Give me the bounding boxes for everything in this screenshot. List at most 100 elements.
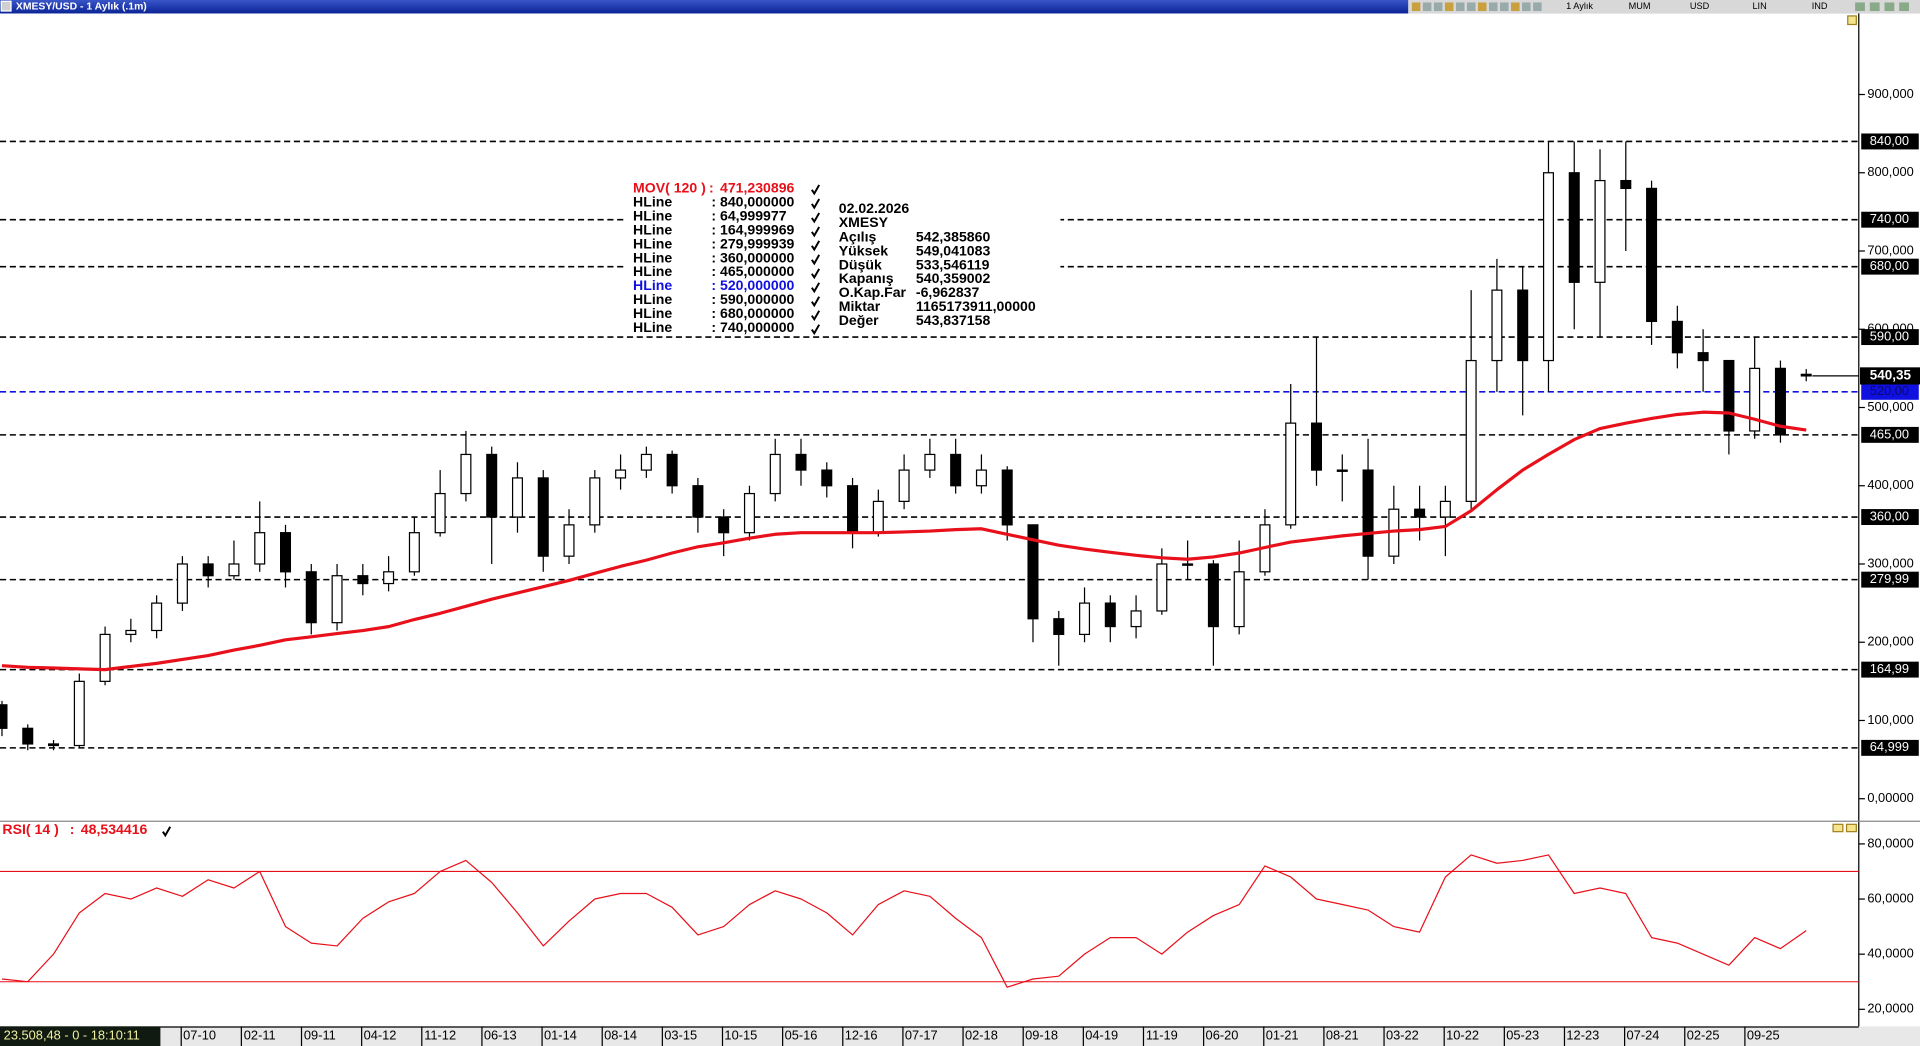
- panel-button[interactable]: [1832, 823, 1844, 833]
- candle-body: [1439, 500, 1451, 518]
- candle-body: [537, 477, 549, 557]
- check-icon: [811, 296, 821, 308]
- legend-name: HLine: [633, 263, 672, 279]
- toolbar-icon[interactable]: [1500, 2, 1509, 12]
- legend-separator: :: [711, 207, 716, 223]
- toolbar-icon[interactable]: [1422, 2, 1432, 12]
- toolbar-icon[interactable]: [1411, 2, 1421, 12]
- candle-body: [1156, 563, 1168, 612]
- x-tick-label: 07-10: [183, 1028, 216, 1043]
- hline-axis-label: 465,00: [1870, 426, 1909, 441]
- x-tick-label: 11-12: [424, 1028, 456, 1043]
- rsi-name: RSI( 14 ): [2, 821, 58, 837]
- hline-label-box: [1861, 329, 1919, 346]
- y-tick-label: 20,0000: [1867, 1001, 1913, 1016]
- candle-body: [847, 485, 859, 534]
- check-icon: [811, 254, 821, 266]
- candle-body: [692, 485, 704, 518]
- toolbar-item[interactable]: LIN: [1752, 1, 1766, 11]
- toolbar-icon[interactable]: [1444, 2, 1454, 12]
- toolbar-icon[interactable]: [1522, 2, 1531, 12]
- candle-body: [176, 563, 188, 604]
- x-tick-label: 02-25: [1687, 1028, 1720, 1043]
- toolbar-icon[interactable]: [1533, 2, 1542, 12]
- x-tick-label: 08-14: [604, 1028, 637, 1043]
- candle-body: [795, 453, 807, 471]
- x-tick-label: 01-21: [1266, 1028, 1299, 1043]
- candle-body: [1104, 602, 1116, 628]
- candle-body: [151, 602, 163, 632]
- check-icon: [811, 310, 821, 322]
- info-label: Değer: [839, 312, 879, 328]
- info-value: 549,041083: [916, 242, 991, 258]
- legend-name: HLine: [633, 193, 672, 209]
- toolbar-icon[interactable]: [1869, 2, 1880, 12]
- candle-body: [486, 453, 498, 518]
- toolbar-icon[interactable]: [1433, 2, 1443, 12]
- candle-body: [383, 571, 395, 585]
- toolbar-item[interactable]: MUM: [1629, 1, 1651, 11]
- candle-body: [22, 727, 34, 745]
- y-tick-label: 80,0000: [1867, 835, 1913, 850]
- legend-value: 64,999977: [720, 207, 787, 223]
- candle-body: [99, 633, 111, 682]
- hline-label-box: [1861, 739, 1919, 756]
- toolbar-icon[interactable]: [1899, 2, 1909, 12]
- series-line: [1, 410, 1807, 672]
- candle-body: [125, 629, 137, 636]
- panel-button[interactable]: [1847, 15, 1857, 26]
- window-icon[interactable]: [0, 0, 12, 12]
- hline-label-box: [1861, 426, 1919, 443]
- toolbar-icon[interactable]: [1466, 2, 1476, 12]
- axis: 0,00000 100,000 200,000 300,000 400,000 500,0…: [180, 86, 1920, 1046]
- series-line: [1, 854, 1807, 988]
- candle-body: [1285, 422, 1297, 526]
- hline-label-box: [1861, 258, 1919, 275]
- y-tick-label: 0,00000: [1867, 790, 1913, 805]
- toolbar-icon[interactable]: [1477, 2, 1487, 12]
- toolbar-item[interactable]: 1 Aylık: [1566, 1, 1593, 11]
- candle-body: [898, 469, 910, 503]
- toolbar-icon[interactable]: [1511, 2, 1520, 12]
- x-tick-label: 05-16: [785, 1028, 818, 1043]
- toolbar-icon[interactable]: [1855, 2, 1865, 12]
- check-icon: [811, 268, 821, 280]
- x-tick-label: 03-15: [664, 1028, 697, 1043]
- toolbar-icon[interactable]: [1884, 2, 1895, 12]
- toolbar-icon[interactable]: [1488, 2, 1498, 12]
- x-tick-label: 02-11: [244, 1028, 276, 1043]
- info-box: 02.02.2026 XMESY Açılış 542,385860 Yüksek 5…: [839, 200, 1036, 328]
- toolbar-item[interactable]: IND: [1812, 1, 1828, 11]
- candle-body: [589, 477, 601, 526]
- candle-body: [511, 477, 523, 518]
- check-icon: [162, 826, 172, 838]
- panel-button[interactable]: [1845, 823, 1857, 833]
- x-tick-label: 07-17: [905, 1028, 938, 1043]
- legend-name: MOV( 120 ): [633, 179, 706, 195]
- x-tick-label: 12-23: [1566, 1028, 1599, 1043]
- candle-body: [1182, 563, 1194, 566]
- legend-name: HLine: [633, 221, 672, 237]
- candle-body: [975, 469, 987, 487]
- info-label: O.Kap.Far: [839, 284, 907, 300]
- info-label: Yüksek: [839, 242, 888, 258]
- candle-body: [1774, 367, 1786, 436]
- hline-label-box: [1861, 509, 1919, 525]
- candle-body: [408, 532, 420, 573]
- candle-body: [1723, 359, 1735, 432]
- candle-body: [743, 492, 755, 534]
- legend-separator: :: [711, 277, 716, 293]
- check-icon: [811, 240, 821, 252]
- candle-body: [615, 469, 627, 479]
- hline-axis-label: 590,00: [1870, 328, 1909, 343]
- candle-body: [73, 680, 85, 747]
- candle-body: [718, 516, 730, 534]
- y-tick-label: 100,000: [1867, 712, 1913, 727]
- info-value: 542,385860: [916, 228, 991, 244]
- candle-body: [1620, 179, 1632, 190]
- toolbar-icon[interactable]: [1455, 2, 1465, 12]
- x-tick-label: 12-16: [845, 1028, 878, 1043]
- info-value: 1165173911,00000: [916, 298, 1036, 314]
- legend-separator: :: [711, 319, 716, 335]
- toolbar-item[interactable]: USD: [1690, 1, 1710, 11]
